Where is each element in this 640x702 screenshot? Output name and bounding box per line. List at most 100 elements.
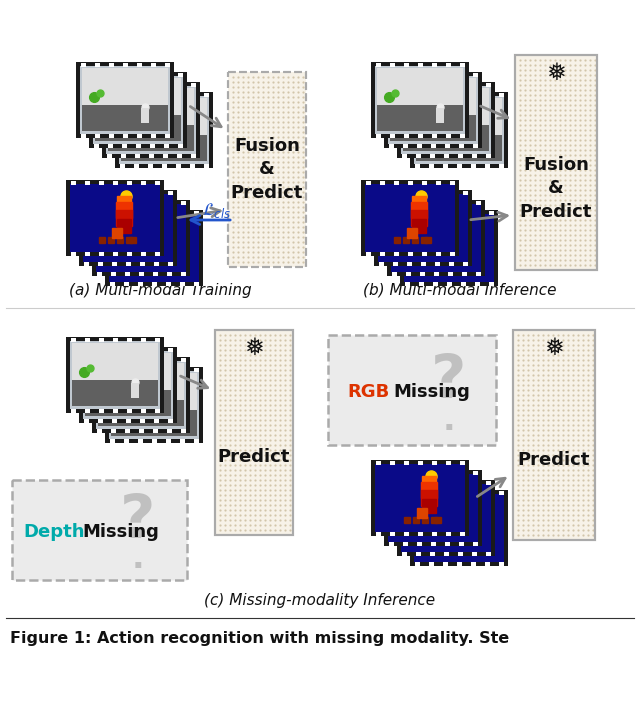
Bar — [136, 72, 141, 77]
Bar — [475, 282, 480, 286]
Bar — [140, 190, 145, 194]
Bar — [449, 190, 454, 194]
Bar — [151, 133, 156, 138]
Bar — [389, 541, 394, 545]
Bar — [152, 368, 157, 371]
Bar — [435, 262, 440, 265]
Bar — [471, 93, 476, 96]
Bar — [141, 180, 146, 185]
Bar — [390, 78, 476, 115]
Bar — [486, 154, 491, 157]
Bar — [120, 164, 125, 168]
Bar — [141, 108, 149, 123]
Bar — [404, 133, 409, 138]
Bar — [167, 201, 172, 204]
Bar — [121, 98, 207, 135]
Bar — [228, 72, 306, 267]
Bar — [138, 211, 143, 215]
Bar — [71, 338, 76, 341]
Bar — [112, 347, 117, 352]
Bar — [71, 251, 76, 256]
Bar — [125, 272, 130, 275]
Bar — [194, 211, 199, 215]
Bar — [458, 154, 463, 157]
Bar — [122, 72, 127, 77]
Bar — [430, 154, 435, 157]
Bar — [457, 562, 462, 566]
Bar — [180, 282, 185, 286]
Bar — [400, 210, 498, 286]
Bar — [430, 480, 435, 484]
Bar — [98, 363, 184, 400]
Bar — [141, 338, 146, 341]
Bar — [431, 143, 436, 147]
Bar — [446, 133, 451, 138]
Bar — [125, 201, 130, 204]
Bar — [191, 83, 196, 86]
Bar — [194, 368, 199, 371]
Bar — [443, 491, 448, 494]
Bar — [460, 62, 465, 67]
Bar — [135, 83, 140, 86]
Bar — [414, 96, 504, 164]
Bar — [121, 83, 126, 86]
Bar — [406, 201, 411, 204]
Bar — [111, 410, 197, 436]
Bar — [167, 272, 172, 275]
Bar — [448, 201, 453, 204]
Bar — [515, 55, 597, 270]
Bar — [153, 201, 158, 204]
Bar — [376, 531, 381, 536]
Bar — [415, 491, 420, 494]
Bar — [434, 272, 439, 275]
Bar — [162, 164, 167, 168]
Bar — [377, 105, 463, 131]
Bar — [166, 368, 171, 371]
Bar — [499, 562, 504, 566]
Bar — [113, 251, 118, 256]
Bar — [414, 494, 504, 562]
Bar — [140, 347, 145, 352]
Text: ❅: ❅ — [244, 336, 264, 360]
Bar — [376, 461, 381, 465]
Bar — [390, 461, 395, 465]
Bar — [444, 552, 449, 555]
Bar — [450, 251, 455, 256]
Bar — [472, 552, 477, 555]
Bar — [180, 138, 188, 153]
Bar — [168, 190, 173, 194]
Bar — [110, 368, 115, 371]
Bar — [406, 272, 411, 275]
Bar — [405, 211, 410, 215]
Bar — [111, 272, 116, 275]
Bar — [410, 92, 508, 168]
Bar — [392, 201, 397, 204]
Bar — [134, 93, 139, 96]
Bar — [461, 211, 466, 215]
Bar — [436, 108, 444, 123]
Bar — [380, 251, 385, 256]
Bar — [85, 390, 171, 416]
Bar — [166, 439, 171, 442]
Bar — [96, 204, 186, 272]
Bar — [421, 190, 426, 194]
Bar — [177, 83, 182, 86]
Bar — [431, 470, 436, 475]
Bar — [168, 347, 173, 352]
Bar — [83, 351, 173, 419]
Bar — [119, 96, 209, 164]
Bar — [110, 282, 115, 286]
Bar — [463, 190, 468, 194]
Bar — [417, 143, 422, 147]
Bar — [390, 133, 395, 138]
Bar — [446, 62, 451, 67]
Bar — [155, 338, 160, 341]
Bar — [190, 93, 195, 96]
Bar — [84, 347, 89, 352]
Bar — [376, 62, 381, 67]
Bar — [102, 82, 200, 158]
Text: ❅: ❅ — [544, 336, 564, 360]
Bar — [84, 190, 89, 194]
Bar — [429, 562, 434, 566]
Bar — [432, 62, 437, 67]
